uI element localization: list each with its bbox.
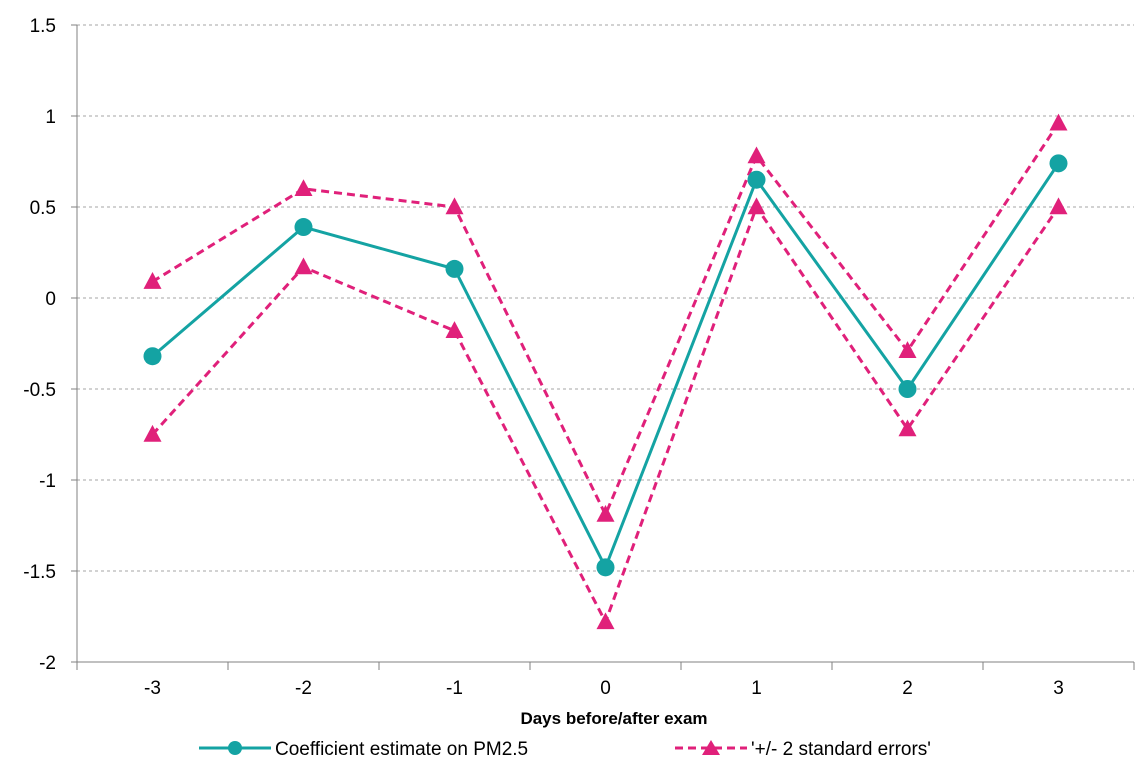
- x-tick-label: 2: [902, 678, 913, 699]
- legend-swatch-triangle-marker: [702, 740, 720, 755]
- legend-item-standard-errors: '+/- 2 standard errors': [675, 739, 931, 760]
- axes: [71, 24, 1135, 670]
- data-point-triangle: [1049, 197, 1068, 215]
- x-tick-label: 3: [1053, 678, 1064, 699]
- y-tick-label: 1: [45, 107, 56, 128]
- data-point-circle: [294, 218, 313, 237]
- x-axis-title: Days before/after exam: [520, 709, 707, 728]
- y-tick-label: 1.5: [30, 16, 56, 37]
- y-tick-label: -1.5: [23, 562, 56, 583]
- y-tick-label: -2: [39, 653, 56, 674]
- legend-label-coefficient: Coefficient estimate on PM2.5: [275, 739, 528, 760]
- y-tick-label: 0: [45, 289, 56, 310]
- x-tick-label: -3: [144, 678, 161, 699]
- legend-item-coefficient: Coefficient estimate on PM2.5: [199, 739, 528, 760]
- data-point-triangle: [445, 197, 464, 215]
- x-tick-label: -1: [446, 678, 463, 699]
- data-point-triangle: [1049, 113, 1068, 131]
- series-2: [143, 197, 1068, 630]
- series-1: [143, 113, 1068, 522]
- data-point-triangle: [143, 424, 162, 442]
- series: [143, 113, 1068, 630]
- data-point-circle: [1049, 154, 1068, 173]
- y-tick-label: 0.5: [30, 198, 56, 219]
- x-tick-label: -2: [295, 678, 312, 699]
- data-point-triangle: [596, 612, 615, 630]
- y-tick-label: -1: [39, 471, 56, 492]
- x-tick-label: 1: [751, 678, 762, 699]
- data-point-triangle: [747, 146, 766, 164]
- data-point-circle: [143, 347, 162, 366]
- y-axis-tick-labels: 1.5 1 0.5 0 -0.5 -1 -1.5 -2: [23, 16, 56, 674]
- data-point-circle: [596, 558, 615, 577]
- data-point-circle: [747, 170, 766, 189]
- data-point-triangle: [294, 179, 313, 196]
- data-point-circle: [898, 380, 917, 398]
- data-point-triangle: [445, 321, 464, 338]
- legend: Coefficient estimate on PM2.5 '+/- 2 sta…: [199, 739, 931, 760]
- data-point-triangle: [596, 504, 615, 522]
- x-axis-tick-labels: -3 -2 -1 0 1 2 3: [144, 678, 1064, 699]
- series-line: [151, 122, 1060, 517]
- data-point-triangle: [898, 341, 917, 358]
- series-0: [143, 154, 1068, 577]
- gridlines: [77, 24, 1134, 572]
- data-point-triangle: [143, 272, 162, 289]
- data-point-triangle: [747, 197, 766, 215]
- x-tick-label: 0: [600, 678, 611, 699]
- data-point-triangle: [898, 419, 917, 437]
- data-point-triangle: [294, 257, 313, 275]
- data-point-circle: [445, 259, 464, 278]
- legend-label-standard-errors: '+/- 2 standard errors': [751, 739, 931, 760]
- legend-swatch-circle-marker: [228, 741, 242, 755]
- y-tick-label: -0.5: [23, 380, 56, 401]
